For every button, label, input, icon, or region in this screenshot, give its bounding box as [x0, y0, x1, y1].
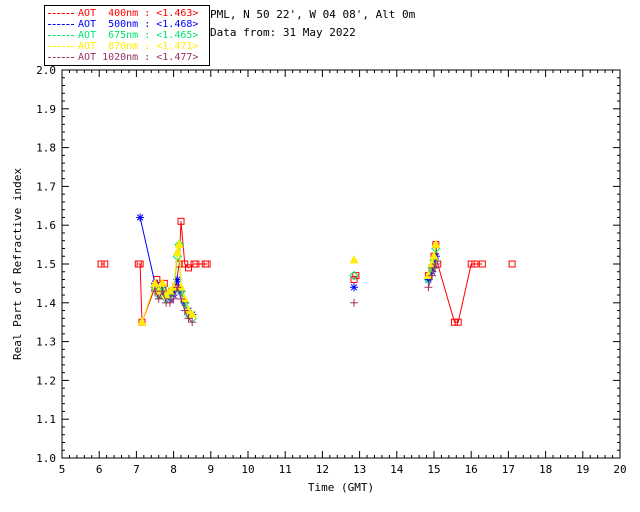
svg-text:1.6: 1.6 [36, 219, 56, 232]
data-date: Data from: 31 May 2022 [210, 26, 356, 39]
svg-text:1.4: 1.4 [36, 297, 56, 310]
svg-text:10: 10 [241, 463, 254, 476]
legend-item-500nm: AOT 500nm : <1.468> [48, 19, 206, 30]
legend-line-sample [48, 35, 74, 36]
svg-text:1.1: 1.1 [36, 413, 56, 426]
svg-text:11: 11 [279, 463, 292, 476]
svg-text:14: 14 [390, 463, 404, 476]
svg-text:1.5: 1.5 [36, 258, 56, 271]
svg-text:20: 20 [613, 463, 626, 476]
svg-text:7: 7 [133, 463, 140, 476]
legend: AOT 400nm : <1.463> AOT 500nm : <1.468> AO… [44, 5, 210, 66]
legend-line-sample [48, 13, 74, 14]
svg-text:19: 19 [576, 463, 589, 476]
svg-text:9: 9 [207, 463, 214, 476]
svg-text:1.3: 1.3 [36, 336, 56, 349]
svg-text:13: 13 [353, 463, 366, 476]
legend-item-label: AOT 400nm : <1.463> [78, 8, 199, 19]
legend-line-sample [48, 24, 74, 25]
svg-text:6: 6 [96, 463, 103, 476]
svg-text:12: 12 [316, 463, 329, 476]
svg-text:1.8: 1.8 [36, 142, 56, 155]
svg-text:15: 15 [427, 463, 440, 476]
legend-item-label: AOT 1020nm : <1.477> [78, 52, 199, 63]
plot-generated: 5 6 7 8 9 10 11 12 13 14 15 16 17 18 19 20 1.0 1.1 1.2 1.3 1… [36, 64, 627, 476]
legend-item-label: AOT 500nm : <1.468> [78, 19, 199, 30]
legend-item-label: AOT 675nm : <1.465> [78, 30, 199, 41]
legend-item-1020nm: AOT 1020nm : <1.477> [48, 52, 206, 63]
x-axis-label: Time (GMT) [308, 481, 374, 494]
legend-line-sample [48, 57, 74, 58]
legend-item-400nm: AOT 400nm : <1.463> [48, 8, 206, 19]
legend-item-870nm: AOT 870nm : <1.471> [48, 41, 206, 52]
legend-line-sample [48, 46, 74, 47]
svg-text:8: 8 [170, 463, 177, 476]
svg-text:5: 5 [59, 463, 66, 476]
svg-text:16: 16 [465, 463, 478, 476]
legend-item-label: AOT 870nm : <1.471> [78, 41, 199, 52]
svg-text:1.7: 1.7 [36, 180, 56, 193]
y-axis-label: Real Part of Refractive index [11, 168, 24, 360]
svg-text:18: 18 [539, 463, 552, 476]
svg-text:1.0: 1.0 [36, 452, 56, 465]
legend-item-675nm: AOT 675nm : <1.465> [48, 30, 206, 41]
station-info: PML, N 50 22', W 04 08', Alt 0m [210, 8, 416, 21]
svg-text:1.2: 1.2 [36, 374, 56, 387]
svg-text:2.0: 2.0 [36, 64, 56, 77]
svg-text:1.9: 1.9 [36, 103, 56, 116]
svg-text:17: 17 [502, 463, 515, 476]
